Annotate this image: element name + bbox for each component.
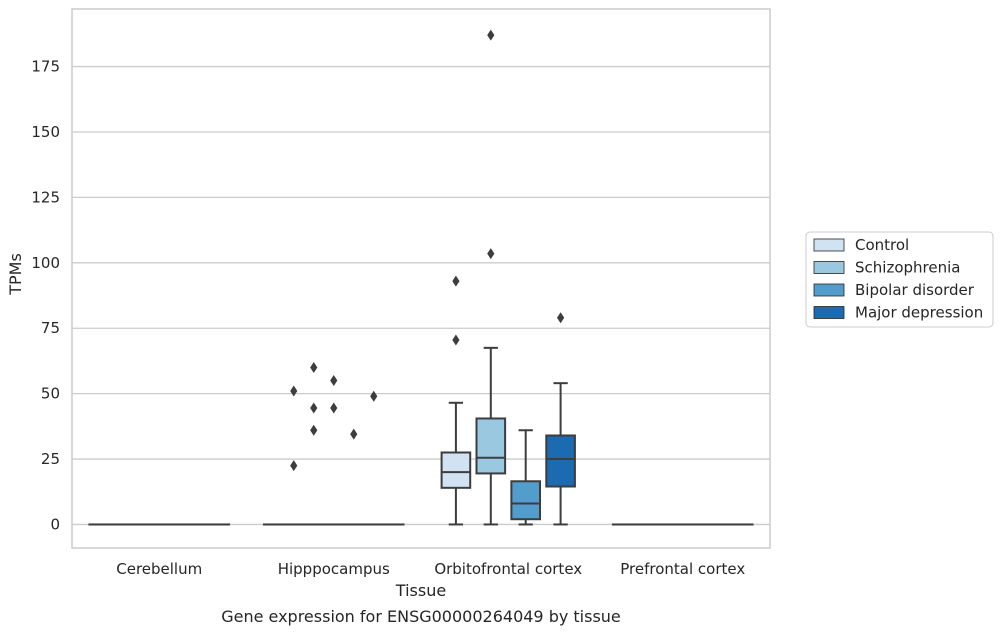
outlier-point <box>310 361 318 373</box>
legend-swatch <box>813 261 845 274</box>
outlier-marks <box>290 29 565 472</box>
box-orbitofrontal-cortex-bipolar-disorder <box>510 429 542 526</box>
outlier-point <box>557 312 565 324</box>
box-body <box>440 451 472 489</box>
outlier-point <box>310 402 318 414</box>
outlier-point <box>370 390 378 402</box>
y-tick-label: 150 <box>31 123 60 141</box>
box-body <box>545 434 576 488</box>
y-axis-ticks: 0 25 50 75 100 125 150 175 <box>31 58 60 534</box>
outlier-point <box>310 424 318 436</box>
legend-swatch <box>813 306 845 319</box>
x-tick-label: Prefrontal cortex <box>620 560 745 578</box>
legend-label: Control <box>855 236 909 254</box>
box-body <box>475 417 507 475</box>
outlier-point <box>290 385 298 397</box>
y-tick-label: 50 <box>41 385 60 403</box>
y-tick-label: 75 <box>41 319 60 337</box>
outlier-point <box>350 428 358 440</box>
y-tick-label: 25 <box>41 450 60 468</box>
outlier-point <box>487 248 495 260</box>
box-marks <box>88 346 754 526</box>
y-tick-label: 175 <box>31 58 60 76</box>
box-orbitofrontal-cortex-schizophrenia <box>475 346 507 526</box>
y-tick-label: 100 <box>31 254 60 272</box>
outlier-point <box>330 375 338 387</box>
box-orbitofrontal-cortex-control <box>440 401 472 526</box>
outlier-point <box>330 402 338 414</box>
outlier-point <box>487 29 495 41</box>
legend-label: Bipolar disorder <box>855 281 975 299</box>
outlier-point <box>452 334 460 346</box>
outlier-point <box>452 275 460 287</box>
y-tick-label: 0 <box>50 515 60 533</box>
x-axis-label: Tissue <box>395 581 446 600</box>
plot-frame <box>71 8 771 549</box>
box-body <box>510 480 542 521</box>
legend-frame <box>805 231 994 328</box>
box-orbitofrontal-cortex-major-depression <box>545 382 576 526</box>
outlier-point <box>290 460 298 472</box>
x-tick-label: Hipppocampus <box>278 560 390 578</box>
x-tick-label: Cerebellum <box>116 560 202 578</box>
legend-label: Major depression <box>855 304 983 322</box>
x-axis-ticks: Cerebellum Hipppocampus Orbitofrontal cort… <box>116 560 745 578</box>
y-axis-label: TPMs <box>6 253 25 296</box>
grid-lines <box>72 65 770 526</box>
legend: Control Schizophrenia Bipolar disorder Majo… <box>805 231 994 328</box>
legend-swatch <box>813 238 845 252</box>
x-tick-label: Orbitofrontal cortex <box>434 560 582 578</box>
legend-swatch <box>813 283 845 297</box>
y-tick-label: 125 <box>31 188 60 206</box>
legend-label: Schizophrenia <box>855 259 960 277</box>
chart-caption: Gene expression for ENSG00000264049 by t… <box>221 607 621 626</box>
